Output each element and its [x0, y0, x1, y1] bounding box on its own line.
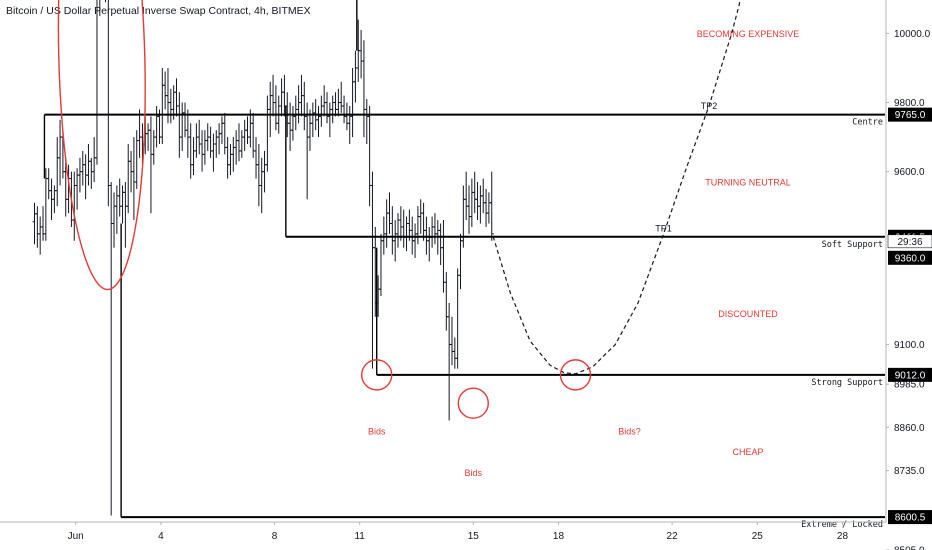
- target-label: TP1: [655, 223, 672, 233]
- ohlc-bar: [94, 0, 98, 165]
- time-tick-label: Jun: [68, 531, 84, 542]
- price-tick-label: 9800.0: [894, 98, 925, 109]
- price-tag-text: 9765.0: [895, 110, 926, 121]
- price-tag: [888, 510, 932, 525]
- annotation-label: Bids: [368, 426, 386, 436]
- time-tick-label: 4: [158, 531, 164, 542]
- price-tick-label: 8985.0: [894, 380, 925, 391]
- price-tick-label: 8735.0: [894, 466, 925, 477]
- price-tag: [888, 107, 932, 122]
- price-tag-text: 8600.5: [895, 513, 926, 524]
- annotation-label: Bids?: [618, 426, 641, 436]
- level-label: Strong Support: [811, 378, 883, 388]
- time-tick-label: 15: [468, 531, 480, 542]
- level-label: Soft Support: [822, 240, 883, 250]
- target-label: TP2: [701, 101, 718, 111]
- countdown-tag: [887, 234, 932, 249]
- price-tag: [888, 367, 932, 382]
- zone-label: BECOMING EXPENSIVE: [697, 29, 800, 39]
- countdown-text: 29:36: [897, 237, 922, 248]
- ohlc-bar: [489, 171, 494, 241]
- projection-path: [492, 0, 742, 375]
- time-tick-label: 22: [667, 531, 679, 542]
- candles: [32, 0, 494, 516]
- time-tick-label: 25: [752, 531, 764, 542]
- time-axis: Jun 4 8 11 15 18 22 25 28: [0, 521, 886, 542]
- time-tick-label: 11: [354, 531, 365, 542]
- bid-circle: [457, 387, 489, 419]
- price-tick-label: 9600.0: [894, 167, 925, 178]
- price-tick-label: 8505.0: [894, 546, 925, 550]
- last-price-text: 9360.0: [895, 253, 926, 264]
- zone-label: DISCOUNTED: [718, 309, 778, 319]
- level-label: Extreme / Locked: [801, 520, 883, 530]
- price-tick-label: 9100.0: [894, 340, 925, 351]
- price-tick-label: 10000.0: [894, 29, 931, 40]
- our-house-ellipse: [57, 0, 146, 291]
- price-tag-text: 9012.0: [895, 370, 926, 381]
- time-tick-label: 28: [837, 531, 849, 542]
- bid-circle: [559, 359, 592, 391]
- time-tick-label: 18: [553, 531, 565, 542]
- zone-label: CHEAP: [732, 447, 763, 457]
- annotation-label: Bids: [465, 468, 483, 478]
- price-axis: 10600.010400.010000.09800.09600.09100.08…: [885, 0, 932, 550]
- level-label: Centre: [852, 118, 883, 128]
- bid-circle: [361, 359, 393, 391]
- ohlc-bar: [99, 0, 101, 17]
- last-price-tag: [888, 250, 932, 265]
- chart-title: Bitcoin / US Dollar Perpetual Inverse Sw…: [6, 5, 311, 17]
- zone-label: TURNING NEUTRAL: [705, 177, 791, 187]
- time-tick-label: 8: [272, 531, 278, 542]
- annotations: TP1TP2TP3TP4RICH!BECOMING EXPENSIVETURNI…: [57, 0, 800, 478]
- price-tick-label: 8860.0: [894, 423, 925, 434]
